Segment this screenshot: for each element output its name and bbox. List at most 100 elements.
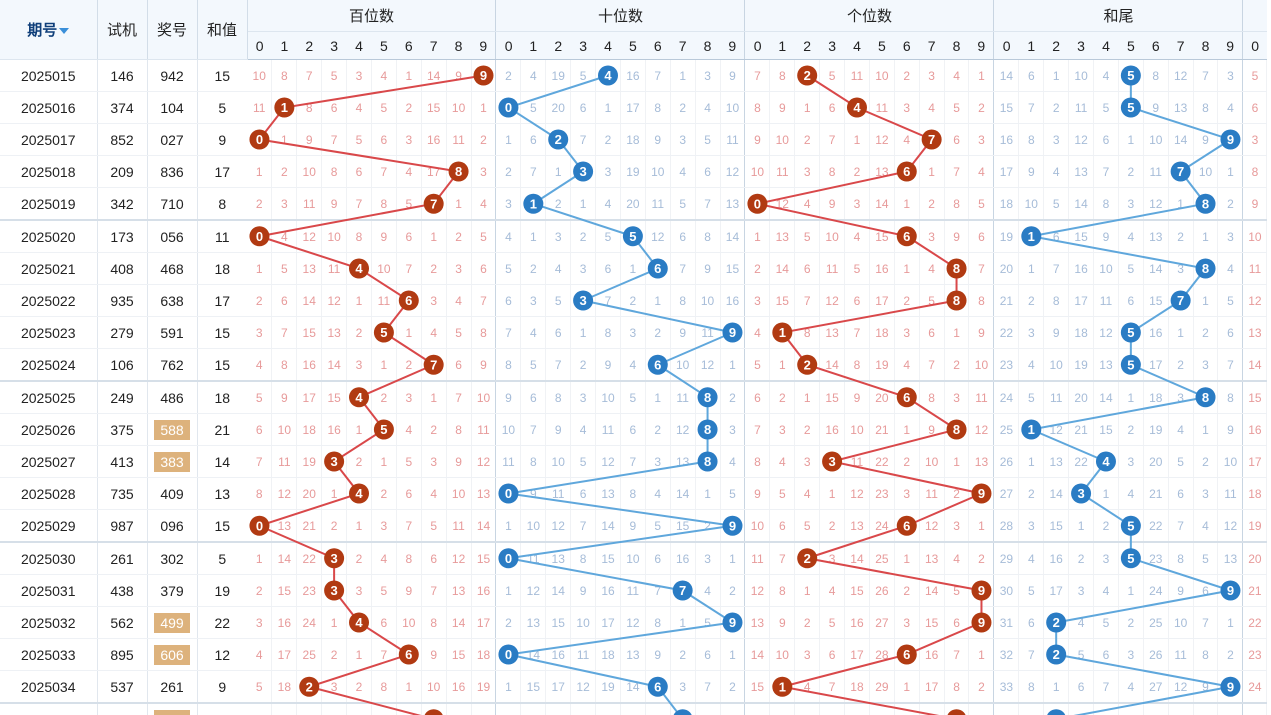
tens-miss-cell: 2 [545, 187, 572, 221]
units-miss-cell: 13 [744, 606, 771, 639]
table-row[interactable]: 2025027 413 383 14 7 11 19 3 2 1 5 3 9 12 11 8 10 5 12 7 3 13… [0, 445, 1268, 478]
table-row[interactable]: 2025033 895 606 12 4 17 25 2 1 7 6 9 15 18 0 14 16 11 18 13… [0, 638, 1268, 671]
period-header[interactable]: 期号 [0, 0, 98, 60]
tens-miss-cell: 9 [720, 316, 746, 349]
hundreds-miss-cell: 16 [421, 123, 447, 156]
units-miss-cell: 5 [944, 574, 970, 607]
table-row[interactable]: 2025029 987 096 15 0 13 21 2 1 3 7 5 11 14 1 10 12 7 14 9 5 1… [0, 509, 1268, 543]
units-miss-cell: 6 [894, 638, 920, 671]
test-number-cell: 374 [96, 91, 147, 124]
tens-miss-cell: 1 [720, 348, 746, 382]
prize-number-value: 027 [160, 131, 184, 148]
hundreds-miss-cell: 1 [346, 413, 372, 446]
hundreds-miss-cell: 9 [271, 380, 298, 414]
units-miss-cell: 22 [869, 445, 895, 478]
sumtail-miss-cell: 16 [1068, 252, 1095, 285]
sumtail-miss-cell: 7 [1093, 670, 1119, 704]
table-row[interactable]: 2025023 279 591 15 3 7 15 13 2 5 1 4 5 8 7 4 6 1 8 3 2 9 11 9 4 1… [0, 316, 1268, 349]
sumtail-miss-cell: 2 [1043, 606, 1070, 639]
hundreds-miss-cell: 18 [296, 413, 323, 446]
table-row[interactable]: 2025035407778226191439271720216181320151… [0, 702, 1268, 715]
extra-miss-cell: 24 [1242, 670, 1268, 704]
sumtail-miss-cell: 16 [993, 123, 1020, 156]
table-row[interactable]: 2025019 342 710 8 2 3 11 9 7 8 5 7 1 4 3 1 2 1 4 20 11 5 7 13 0 1… [0, 187, 1268, 221]
units-miss-cell: 5 [794, 509, 821, 543]
sumtail-miss-cell: 6 [1217, 316, 1244, 349]
tens-digit-7-header: 7 [670, 31, 696, 60]
sumtail-miss-cell: 1 [1093, 477, 1119, 510]
hundreds-miss-cell: 15 [296, 316, 323, 349]
sum-value-cell: 5 [196, 91, 247, 124]
units-miss-cell: 6 [894, 509, 920, 543]
hundreds-miss-cell: 1 [346, 509, 372, 543]
sumtail-miss-cell: 3 [1193, 348, 1219, 382]
prize-number-value: 468 [160, 260, 184, 277]
sumtail-digit-6-header: 6 [1143, 31, 1169, 60]
hundreds-miss-cell: 19 [296, 445, 323, 478]
tens-miss-cell: 12 [720, 155, 746, 188]
tens-miss-cell: 14 [720, 219, 746, 253]
sum-value-cell: 15 [196, 316, 247, 349]
hundreds-miss-cell: 4 [371, 59, 397, 92]
units-miss-cell: 5 [968, 187, 995, 221]
table-row[interactable]: 2025034 537 261 9 5 18 2 3 2 8 1 10 16 19 1 15 17 12 19 14 6… [0, 670, 1268, 704]
units-miss-cell: 7 [919, 348, 945, 382]
units-miss-cell: 10 [769, 123, 796, 156]
tens-miss-cell: 2 [495, 59, 522, 92]
hundreds-miss-cell: 1 [247, 155, 273, 188]
prize-number-cell: 261 [146, 670, 197, 704]
tens-miss-cell: 11 [720, 123, 746, 156]
units-miss-cell: 2 [794, 606, 821, 639]
tens-miss-cell: 15 [545, 606, 572, 639]
table-row[interactable]: 2025026 375 588 21 6 10 18 16 1 5 4 2 8 11 10 7 9 4 11 6 2 12… [0, 413, 1268, 446]
units-miss-cell: 12 [744, 574, 771, 607]
table-row[interactable]: 2025016 374 104 5 11 1 8 6 4 5 2 15 10 1 0 5 20 6 1 17 8 2 4 10… [0, 91, 1268, 124]
tens-miss-cell: 7 [645, 59, 671, 92]
sort-down-icon[interactable] [59, 28, 70, 35]
hundreds-miss-cell: 2 [247, 187, 273, 221]
units-miss-cell: 8 [744, 91, 771, 124]
hundreds-miss-cell: 1 [321, 606, 348, 639]
hundreds-miss-cell: 3 [371, 509, 397, 543]
tens-miss-cell: 10 [620, 541, 646, 575]
hundreds-miss-cell: 7 [421, 187, 447, 221]
test-number-cell: 342 [96, 187, 147, 221]
test-number-cell: 209 [96, 155, 147, 188]
units-miss-cell: 13 [968, 445, 995, 478]
hundreds-miss-cell: 4 [346, 252, 372, 285]
table-row[interactable]: 2025030 261 302 5 1 14 22 3 2 4 8 6 12 15 0 11 13 8 15 10 6 1… [0, 541, 1268, 575]
table-row[interactable]: 2025031 438 379 19 2 15 23 3 3 5 9 7 13 16 1 12 14 9 16 11 7… [0, 574, 1268, 607]
tens-miss-cell: 10 [495, 413, 522, 446]
hundreds-digit-5-header: 5 [371, 31, 397, 60]
sumtail-miss-cell: 1 [1168, 316, 1194, 349]
table-row[interactable]: 2025032 562 499 22 3 16 24 1 4 6 10 8 14 17 2 13 15 10 17 1… [0, 606, 1268, 639]
hundreds-miss-cell: 2 [371, 477, 397, 510]
table-row[interactable]: 2025028 735 409 13 8 12 20 1 4 2 6 4 10 13 0 9 11 6 13 8 4 14… [0, 477, 1268, 510]
table-row[interactable]: 2025022 935 638 17 2 6 14 12 1 11 6 3 4 7 6 3 5 3 7 2 1 8 10 16… [0, 284, 1268, 317]
table-row[interactable]: 2025020 173 056 11 0 4 12 10 8 9 6 1 2 5 4 1 3 2 5 5 12 6 8 14 1… [0, 219, 1268, 253]
units-digit-9-header: 9 [968, 31, 995, 60]
tens-miss-cell: 4 [720, 445, 746, 478]
test-number-cell: 537 [96, 670, 147, 704]
sumtail-miss-cell: 4 [1018, 348, 1045, 382]
hundreds-miss-cell: 2 [321, 509, 348, 543]
tens-miss-cell: 12 [670, 413, 696, 446]
hundreds-miss-cell: 10 [271, 413, 298, 446]
table-row[interactable]: 2025021 408 468 18 1 5 13 11 4 10 7 2 3 6 5 2 4 3 6 1 6 7 9 15 2… [0, 252, 1268, 285]
table-row[interactable]: 2025024 106 762 15 4 8 16 14 3 1 2 7 6 9 8 5 7 2 9 4 6 10 12 1 5… [0, 348, 1268, 382]
sumtail-miss-cell: 6 [1093, 638, 1119, 671]
hundreds-miss-cell: 3 [446, 252, 472, 285]
table-row[interactable]: 2025025 249 486 18 5 9 17 15 4 2 3 1 7 10 9 6 8 3 10 5 1 11 8 2… [0, 380, 1268, 414]
tens-miss-cell: 9 [645, 123, 671, 156]
hundreds-miss-cell: 10 [396, 606, 422, 639]
table-row[interactable]: 2025018 209 836 17 1 2 10 8 6 7 4 17 8 3 2 7 1 3 3 19 10 4 6 12… [0, 155, 1268, 188]
table-row[interactable]: 2025015 146 942 15 10 8 7 5 3 4 1 14 9 9 2 4 19 5 4 16 7 1 3 9 7… [0, 59, 1268, 92]
units-miss-cell: 5 [944, 91, 970, 124]
tens-miss-cell: 8 [670, 284, 696, 317]
sumtail-miss-cell: 2 [1043, 638, 1070, 671]
hundreds-miss-cell: 7 [371, 638, 397, 671]
tens-miss-cell: 13 [670, 445, 696, 478]
table-row[interactable]: 2025017 852 027 9 0 1 9 7 5 6 3 16 11 2 1 6 2 7 2 18 9 3 5 11 9 1… [0, 123, 1268, 156]
tens-miss-cell: 5 [695, 123, 721, 156]
sumtail-miss-cell: 7 [1168, 509, 1194, 543]
